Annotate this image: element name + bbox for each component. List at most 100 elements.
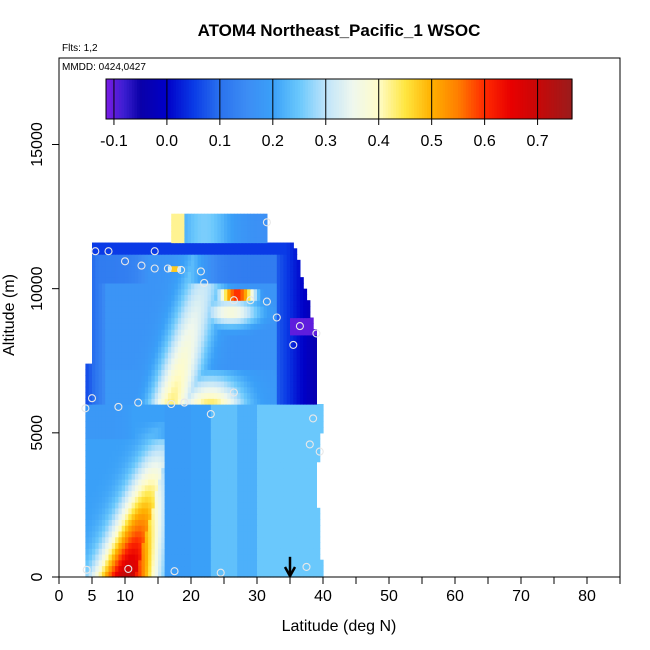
heatmap-cell bbox=[286, 519, 291, 526]
heatmap-cell bbox=[101, 571, 106, 578]
heatmap-cell bbox=[263, 213, 268, 221]
heatmap-cell bbox=[220, 219, 225, 226]
heatmap-cell bbox=[164, 444, 169, 451]
heatmap-cell bbox=[105, 415, 110, 422]
heatmap-cell bbox=[181, 392, 185, 399]
heatmap-cell bbox=[197, 380, 202, 388]
heatmap-cell bbox=[299, 525, 304, 532]
heatmap-cell bbox=[270, 484, 275, 492]
heatmap-cell bbox=[290, 496, 294, 503]
heatmap-cell bbox=[138, 559, 143, 567]
colorbar-segment bbox=[527, 79, 532, 119]
heatmap-cell bbox=[125, 467, 129, 474]
heatmap-cell bbox=[154, 490, 159, 497]
heatmap-cell bbox=[171, 380, 176, 388]
heatmap-cell bbox=[148, 553, 152, 561]
heatmap-cell bbox=[177, 548, 182, 555]
heatmap-cell bbox=[92, 409, 96, 417]
colorbar-segment bbox=[416, 79, 420, 119]
heatmap-cell bbox=[118, 288, 123, 296]
colorbar-segment bbox=[546, 79, 550, 119]
heatmap-cell bbox=[184, 478, 189, 486]
heatmap-cell bbox=[303, 565, 308, 572]
heatmap-cell bbox=[161, 352, 166, 359]
heatmap-cell bbox=[217, 363, 222, 370]
heatmap-cell bbox=[98, 455, 103, 463]
heatmap-cell bbox=[240, 444, 245, 451]
heatmap-cell bbox=[290, 375, 294, 382]
heatmap-cell bbox=[290, 542, 294, 549]
heatmap-cell bbox=[283, 444, 288, 451]
heatmap-cell bbox=[250, 502, 255, 509]
heatmap-cell bbox=[92, 525, 96, 532]
heatmap-cell bbox=[276, 467, 281, 474]
colorbar-segment bbox=[362, 79, 366, 119]
heatmap-cell bbox=[299, 513, 304, 520]
heatmap-cell bbox=[125, 571, 129, 578]
heatmap-cell bbox=[108, 398, 113, 405]
heatmap-cell bbox=[197, 213, 202, 221]
heatmap-cell bbox=[290, 305, 294, 313]
heatmap-cell bbox=[290, 461, 294, 469]
heatmap-cell bbox=[167, 259, 172, 267]
heatmap-cell bbox=[296, 404, 301, 411]
heatmap-cell bbox=[257, 254, 261, 261]
heatmap-cell bbox=[303, 490, 308, 497]
heatmap-cell bbox=[177, 450, 182, 457]
heatmap-cell bbox=[101, 530, 106, 538]
heatmap-cell bbox=[257, 329, 261, 336]
heatmap-cell bbox=[260, 478, 265, 486]
heatmap-cell bbox=[154, 559, 159, 567]
heatmap-cell bbox=[313, 404, 317, 411]
heatmap-cell bbox=[299, 380, 304, 388]
heatmap-cell bbox=[181, 484, 185, 492]
heatmap-cell bbox=[171, 519, 176, 526]
heatmap-cell bbox=[316, 559, 321, 567]
heatmap-cell bbox=[303, 513, 308, 520]
heatmap-cell bbox=[181, 409, 185, 417]
heatmap-cell bbox=[131, 536, 136, 543]
heatmap-cell bbox=[214, 502, 218, 509]
heatmap-cell bbox=[296, 317, 301, 324]
heatmap-cell bbox=[247, 398, 251, 405]
heatmap-cell bbox=[243, 259, 248, 267]
heatmap-cell bbox=[240, 242, 245, 249]
heatmap-cell bbox=[128, 421, 133, 428]
heatmap-cell bbox=[177, 473, 182, 480]
heatmap-cell bbox=[316, 415, 321, 422]
colorbar-segment bbox=[248, 79, 252, 119]
heatmap-cell bbox=[257, 467, 261, 474]
heatmap-cell bbox=[174, 427, 179, 434]
heatmap-cell bbox=[128, 392, 133, 399]
heatmap-cell bbox=[167, 334, 172, 342]
heatmap-cell bbox=[131, 519, 136, 526]
heatmap-cell bbox=[250, 369, 255, 376]
heatmap-cell bbox=[197, 502, 202, 509]
heatmap-cell bbox=[88, 404, 93, 411]
colorbar-segment bbox=[452, 79, 457, 119]
heatmap-cell bbox=[105, 530, 110, 538]
heatmap-cell bbox=[233, 409, 238, 417]
heatmap-cell bbox=[88, 484, 93, 492]
heatmap-cell bbox=[273, 421, 278, 428]
heatmap-cell bbox=[293, 490, 298, 497]
heatmap-cell bbox=[151, 398, 156, 405]
heatmap-cell bbox=[95, 496, 100, 503]
heatmap-cell bbox=[194, 282, 199, 290]
heatmap-cell bbox=[177, 438, 182, 445]
heatmap-cell bbox=[250, 363, 255, 370]
heatmap-cell bbox=[260, 398, 265, 405]
heatmap-cell bbox=[164, 271, 169, 278]
heatmap-cell bbox=[105, 478, 110, 486]
heatmap-cell bbox=[280, 369, 284, 376]
heatmap-cell bbox=[105, 294, 110, 301]
heatmap-cell bbox=[187, 311, 192, 319]
heatmap-cell bbox=[154, 553, 159, 561]
heatmap-cell bbox=[230, 421, 235, 428]
heatmap-cell bbox=[227, 380, 232, 388]
colorbar-segment bbox=[111, 79, 115, 119]
heatmap-cell bbox=[217, 559, 222, 567]
heatmap-cell bbox=[237, 340, 242, 347]
heatmap-cell bbox=[161, 282, 166, 290]
heatmap-cell bbox=[161, 536, 166, 543]
